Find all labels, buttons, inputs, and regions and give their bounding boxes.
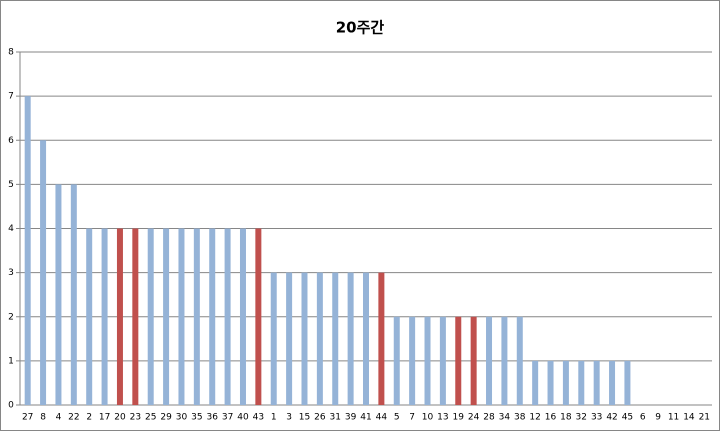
x-tick-label: 19 [453, 413, 465, 423]
x-tick-label: 30 [176, 413, 188, 423]
x-tick-label: 31 [330, 413, 341, 423]
bar [532, 360, 539, 405]
y-tick-label: 1 [8, 356, 14, 366]
x-tick-label: 4 [56, 413, 62, 423]
x-tick-label: 21 [699, 413, 710, 423]
x-tick-label: 15 [299, 413, 310, 423]
bar [547, 360, 554, 405]
bar [24, 96, 31, 405]
bar [209, 228, 216, 405]
y-tick-label: 0 [8, 401, 14, 411]
bar [301, 272, 308, 405]
x-tick-label: 27 [22, 413, 33, 423]
x-tick-label: 34 [499, 413, 511, 423]
x-tick-label: 10 [422, 413, 434, 423]
x-tick-label: 28 [483, 413, 495, 423]
bar [55, 184, 62, 405]
bar [70, 184, 77, 405]
x-tick-label: 35 [191, 413, 202, 423]
bar [101, 228, 108, 405]
x-tick-label: 38 [514, 413, 526, 423]
bar [578, 360, 585, 405]
x-tick-label: 11 [668, 413, 679, 423]
y-tick-label: 8 [8, 48, 14, 58]
bar [347, 272, 354, 405]
x-tick-label: 23 [130, 413, 141, 423]
x-tick-label: 42 [606, 413, 617, 423]
bar [332, 272, 339, 405]
bar [239, 228, 246, 405]
x-tick-label: 33 [591, 413, 602, 423]
x-tick-label: 7 [409, 413, 415, 423]
x-tick-label: 40 [237, 413, 249, 423]
bar [378, 272, 385, 405]
x-tick-label: 45 [622, 413, 633, 423]
bar [486, 316, 493, 405]
x-tick-label: 17 [99, 413, 110, 423]
y-tick-label: 4 [8, 224, 14, 234]
bar [609, 360, 616, 405]
x-tick-label: 16 [545, 413, 557, 423]
bar [470, 316, 477, 405]
x-tick-label: 6 [640, 413, 646, 423]
bar [86, 228, 93, 405]
bar [501, 316, 508, 405]
bar [270, 272, 277, 405]
y-tick-label: 6 [8, 136, 14, 146]
bar [455, 316, 462, 405]
bar [593, 360, 600, 405]
bar [178, 228, 185, 405]
bar [439, 316, 446, 405]
x-tick-label: 13 [437, 413, 448, 423]
bar [163, 228, 170, 405]
bar [624, 360, 631, 405]
y-tick-label: 2 [8, 312, 14, 322]
x-tick-label: 20 [114, 413, 126, 423]
bar [363, 272, 369, 405]
x-tick-label: 8 [40, 413, 46, 423]
x-tick-label: 39 [345, 413, 357, 423]
x-tick-label: 22 [68, 413, 79, 423]
x-tick-label: 43 [253, 413, 264, 423]
bar [255, 228, 262, 405]
x-tick-label: 3 [286, 413, 292, 423]
x-tick-label: 44 [376, 413, 388, 423]
y-tick-label: 5 [8, 180, 14, 190]
bar [193, 228, 200, 405]
bar [40, 140, 47, 405]
x-tick-label: 36 [206, 413, 218, 423]
x-tick-label: 2 [86, 413, 92, 423]
bar [286, 272, 293, 405]
bar [224, 228, 231, 405]
bar [409, 316, 416, 405]
x-tick-label: 32 [576, 413, 587, 423]
x-tick-label: 12 [529, 413, 540, 423]
y-tick-label: 3 [8, 268, 14, 278]
bar [316, 272, 323, 405]
bar [516, 316, 523, 405]
x-tick-label: 37 [222, 413, 233, 423]
x-tick-label: 24 [468, 413, 480, 423]
x-tick-label: 14 [683, 413, 695, 423]
bar [147, 228, 154, 405]
bar [424, 316, 431, 405]
bar [562, 360, 569, 405]
chart-title: 20주간 [336, 19, 385, 37]
x-tick-label: 18 [560, 413, 572, 423]
x-tick-label: 5 [394, 413, 400, 423]
bar [116, 228, 123, 405]
bar [393, 316, 400, 405]
x-tick-label: 41 [360, 413, 371, 423]
x-tick-label: 26 [314, 413, 326, 423]
x-tick-label: 25 [145, 413, 156, 423]
x-tick-label: 29 [160, 413, 172, 423]
x-tick-label: 9 [655, 413, 661, 423]
x-tick-label: 1 [271, 413, 277, 423]
bar [132, 228, 139, 405]
y-tick-label: 7 [8, 92, 14, 102]
